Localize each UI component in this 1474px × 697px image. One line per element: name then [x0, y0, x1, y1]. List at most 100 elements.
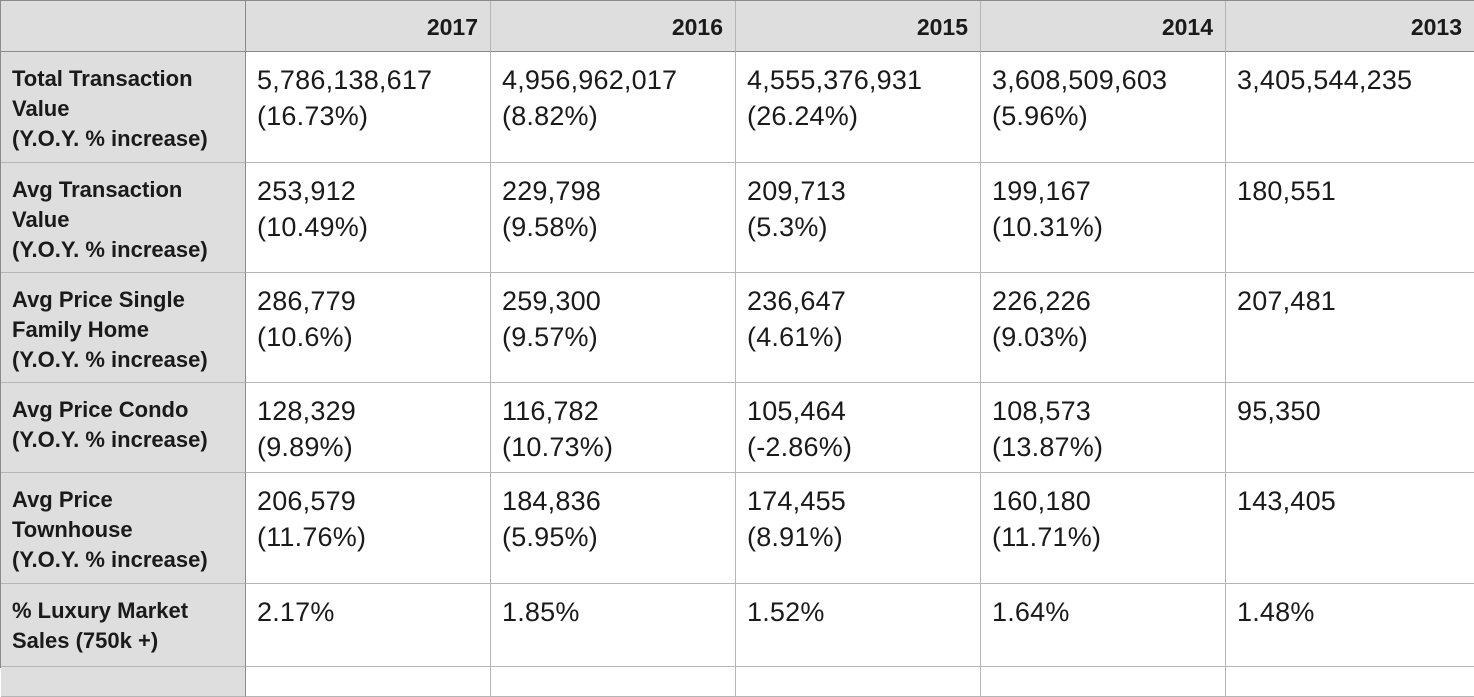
cell-value: 4,956,962,017 — [502, 65, 678, 95]
row-header-line: Townhouse — [12, 517, 133, 542]
partial-row-cell — [1226, 667, 1474, 697]
cell-value: 108,573 — [992, 396, 1091, 426]
table-cell: 206,579 (11.76%) — [246, 473, 491, 584]
partial-row-cell — [981, 667, 1226, 697]
cell-yoy-change: (26.24%) — [747, 101, 859, 131]
row-header-line: Avg Transaction — [12, 177, 183, 202]
table-cell: 143,405 — [1226, 473, 1474, 584]
row-header-line: Sales (750k +) — [12, 628, 159, 653]
cell-yoy-change: (9.89%) — [257, 432, 353, 462]
table-cell: 174,455 (8.91%) — [736, 473, 981, 584]
partial-row-header — [1, 667, 246, 697]
row-header: Avg Price Townhouse (Y.O.Y. % increase) — [1, 473, 246, 584]
cell-value: 4,555,376,931 — [747, 65, 923, 95]
row-header-line: (Y.O.Y. % increase) — [12, 347, 208, 372]
cell-value: 184,836 — [502, 486, 601, 516]
cell-value: 259,300 — [502, 286, 601, 316]
table-cell: 128,329 (9.89%) — [246, 383, 491, 473]
cell-value: 206,579 — [257, 486, 356, 516]
table-cell: 3,405,544,235 — [1226, 52, 1474, 163]
cell-value: 1.64% — [992, 597, 1070, 627]
table-cell: 1.85% — [491, 584, 736, 667]
row-header-line: (Y.O.Y. % increase) — [12, 126, 208, 151]
cell-value: 143,405 — [1237, 486, 1336, 516]
row-header-line: Value — [12, 207, 70, 232]
table-cell: 180,551 — [1226, 163, 1474, 273]
cell-value: 105,464 — [747, 396, 846, 426]
cell-yoy-change: (4.61%) — [747, 322, 843, 352]
table-cell: 3,608,509,603 (5.96%) — [981, 52, 1226, 163]
cell-yoy-change: (5.96%) — [992, 101, 1088, 131]
row-header-line: Avg Price Condo — [12, 397, 189, 422]
row-header: Total Transaction Value (Y.O.Y. % increase… — [1, 52, 246, 163]
cell-value: 209,713 — [747, 176, 846, 206]
cell-value: 174,455 — [747, 486, 846, 516]
cell-value: 128,329 — [257, 396, 356, 426]
table-cell: 105,464 (-2.86%) — [736, 383, 981, 473]
cell-yoy-change: (10.6%) — [257, 322, 353, 352]
table-cell: 95,350 — [1226, 383, 1474, 473]
row-header-line: Avg Price — [12, 487, 113, 512]
cell-yoy-change: (10.73%) — [502, 432, 614, 462]
table-cell: 199,167 (10.31%) — [981, 163, 1226, 273]
cell-yoy-change: (8.91%) — [747, 522, 843, 552]
cell-yoy-change: (13.87%) — [992, 432, 1104, 462]
table-cell: 1.64% — [981, 584, 1226, 667]
column-header-2013: 2013 — [1226, 1, 1474, 52]
table-cell: 259,300 (9.57%) — [491, 273, 736, 383]
cell-yoy-change: (5.3%) — [747, 212, 828, 242]
cell-yoy-change: (9.03%) — [992, 322, 1088, 352]
row-header: Avg Transaction Value (Y.O.Y. % increase) — [1, 163, 246, 273]
cell-value: 229,798 — [502, 176, 601, 206]
cell-value: 180,551 — [1237, 176, 1336, 206]
table-cell: 229,798 (9.58%) — [491, 163, 736, 273]
table-cell: 108,573 (13.87%) — [981, 383, 1226, 473]
column-header-2014: 2014 — [981, 1, 1226, 52]
table-cell: 1.52% — [736, 584, 981, 667]
table-cell: 184,836 (5.95%) — [491, 473, 736, 584]
table-cell: 160,180 (11.71%) — [981, 473, 1226, 584]
row-header-line: Avg Price Single — [12, 287, 185, 312]
cell-yoy-change: (16.73%) — [257, 101, 369, 131]
table-cell: 209,713 (5.3%) — [736, 163, 981, 273]
table-cell: 253,912 (10.49%) — [246, 163, 491, 273]
cell-value: 236,647 — [747, 286, 846, 316]
cell-yoy-change: (9.58%) — [502, 212, 598, 242]
partial-row-cell — [736, 667, 981, 697]
column-header-2016: 2016 — [491, 1, 736, 52]
cell-value: 3,608,509,603 — [992, 65, 1168, 95]
row-header-line: (Y.O.Y. % increase) — [12, 547, 208, 572]
table-cell: 4,555,376,931 (26.24%) — [736, 52, 981, 163]
cell-yoy-change: (-2.86%) — [747, 432, 853, 462]
row-header: % Luxury Market Sales (750k +) — [1, 584, 246, 667]
partial-row-cell — [491, 667, 736, 697]
row-header: Avg Price Condo (Y.O.Y. % increase) — [1, 383, 246, 473]
table-cell: 4,956,962,017 (8.82%) — [491, 52, 736, 163]
table-cell: 226,226 (9.03%) — [981, 273, 1226, 383]
table-cell: 2.17% — [246, 584, 491, 667]
cell-value: 253,912 — [257, 176, 356, 206]
cell-value: 199,167 — [992, 176, 1091, 206]
cell-value: 3,405,544,235 — [1237, 65, 1413, 95]
row-header-line: (Y.O.Y. % increase) — [12, 427, 208, 452]
cell-yoy-change: (11.76%) — [257, 522, 367, 552]
cell-yoy-change: (9.57%) — [502, 322, 598, 352]
table-cell: 116,782 (10.73%) — [491, 383, 736, 473]
cell-yoy-change: (11.71%) — [992, 522, 1102, 552]
table-cell: 207,481 — [1226, 273, 1474, 383]
table-cell: 5,786,138,617 (16.73%) — [246, 52, 491, 163]
cell-yoy-change: (8.82%) — [502, 101, 598, 131]
cell-value: 95,350 — [1237, 396, 1321, 426]
row-header-line: % Luxury Market — [12, 598, 189, 623]
row-header-line: Value — [12, 96, 70, 121]
header-corner-cell — [1, 1, 246, 52]
cell-value: 5,786,138,617 — [257, 65, 433, 95]
cell-value: 1.52% — [747, 597, 825, 627]
cell-value: 286,779 — [257, 286, 356, 316]
column-header-2017: 2017 — [246, 1, 491, 52]
column-header-2015: 2015 — [736, 1, 981, 52]
cell-value: 2.17% — [257, 597, 335, 627]
cell-value: 160,180 — [992, 486, 1091, 516]
row-header: Avg Price Single Family Home (Y.O.Y. % inc… — [1, 273, 246, 383]
